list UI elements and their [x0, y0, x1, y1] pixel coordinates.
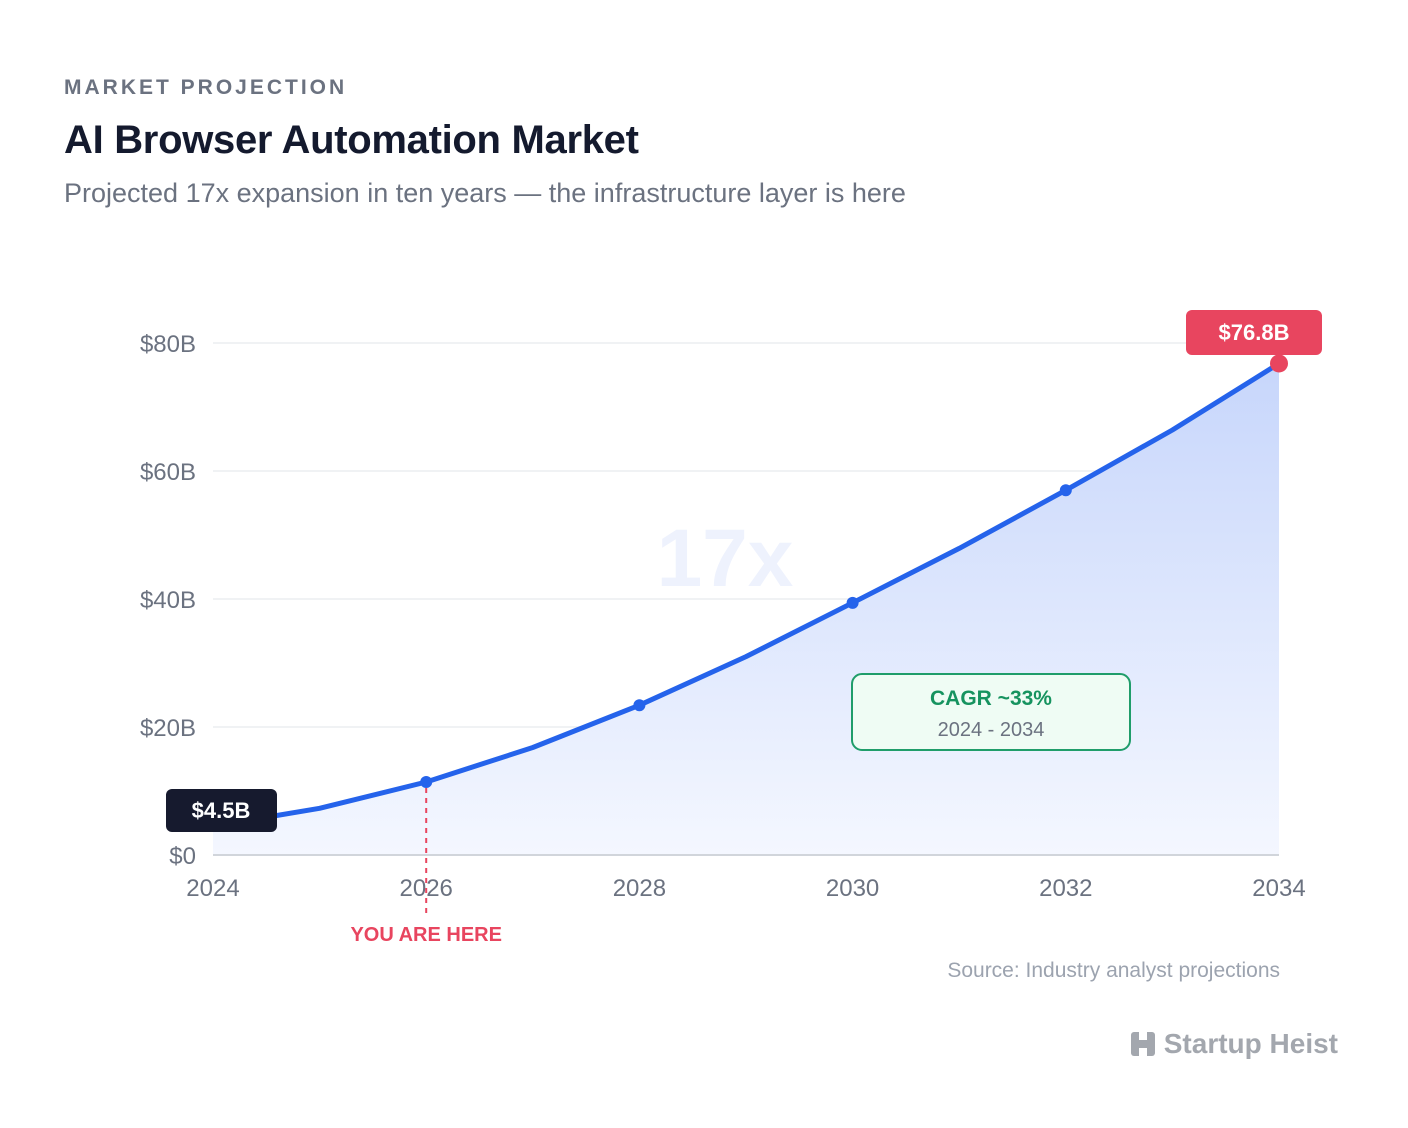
data-point — [846, 596, 859, 609]
y-tick-label: $60B — [140, 459, 196, 486]
start-value-text: $4.5B — [192, 798, 251, 823]
you-are-here-label: YOU ARE HERE — [350, 924, 502, 946]
x-tick-label: 2030 — [826, 875, 879, 902]
y-axis-ticks: $0 $20B $40B $60B $80B — [140, 331, 196, 870]
cagr-range: 2024 - 2034 — [938, 719, 1045, 741]
x-axis-ticks: 2024 2026 2028 2030 2032 2034 — [186, 875, 1305, 902]
x-tick-label: 2028 — [613, 875, 666, 902]
area-fill — [213, 363, 1279, 855]
series-line — [210, 361, 1282, 829]
data-point — [420, 776, 433, 789]
point-markers — [420, 354, 1288, 789]
start-value-label: $4.5B — [166, 789, 277, 832]
chart-eyebrow: MARKET PROJECTION — [64, 76, 348, 99]
chart-title: AI Browser Automation Market — [64, 118, 639, 162]
end-value-label: $76.8B — [1186, 310, 1322, 355]
you-are-here-group: YOU ARE HERE — [350, 788, 502, 946]
y-tick-label: $0 — [169, 843, 196, 870]
data-point — [633, 699, 646, 712]
x-tick-label: 2034 — [1252, 875, 1305, 902]
y-tick-label: $80B — [140, 331, 196, 358]
x-tick-label: 2032 — [1039, 875, 1092, 902]
x-tick-label: 2024 — [186, 875, 239, 902]
y-tick-label: $20B — [140, 715, 196, 742]
chart-subtitle: Projected 17x expansion in ten years — t… — [64, 178, 906, 208]
end-value-text: $76.8B — [1219, 320, 1290, 345]
cagr-callout: CAGR ~33% 2024 - 2034 — [851, 673, 1131, 751]
brand-logo: Startup Heist — [1130, 1028, 1338, 1060]
brand-name: Startup Heist — [1163, 1028, 1338, 1059]
growth-watermark: 17x — [657, 513, 794, 604]
source-note: Source: Industry analyst projections — [947, 959, 1280, 982]
data-point — [1059, 484, 1072, 497]
cagr-title: CAGR ~33% — [930, 687, 1052, 710]
y-tick-label: $40B — [140, 587, 196, 614]
end-point — [1270, 354, 1288, 373]
h-block-icon — [1130, 1032, 1155, 1056]
